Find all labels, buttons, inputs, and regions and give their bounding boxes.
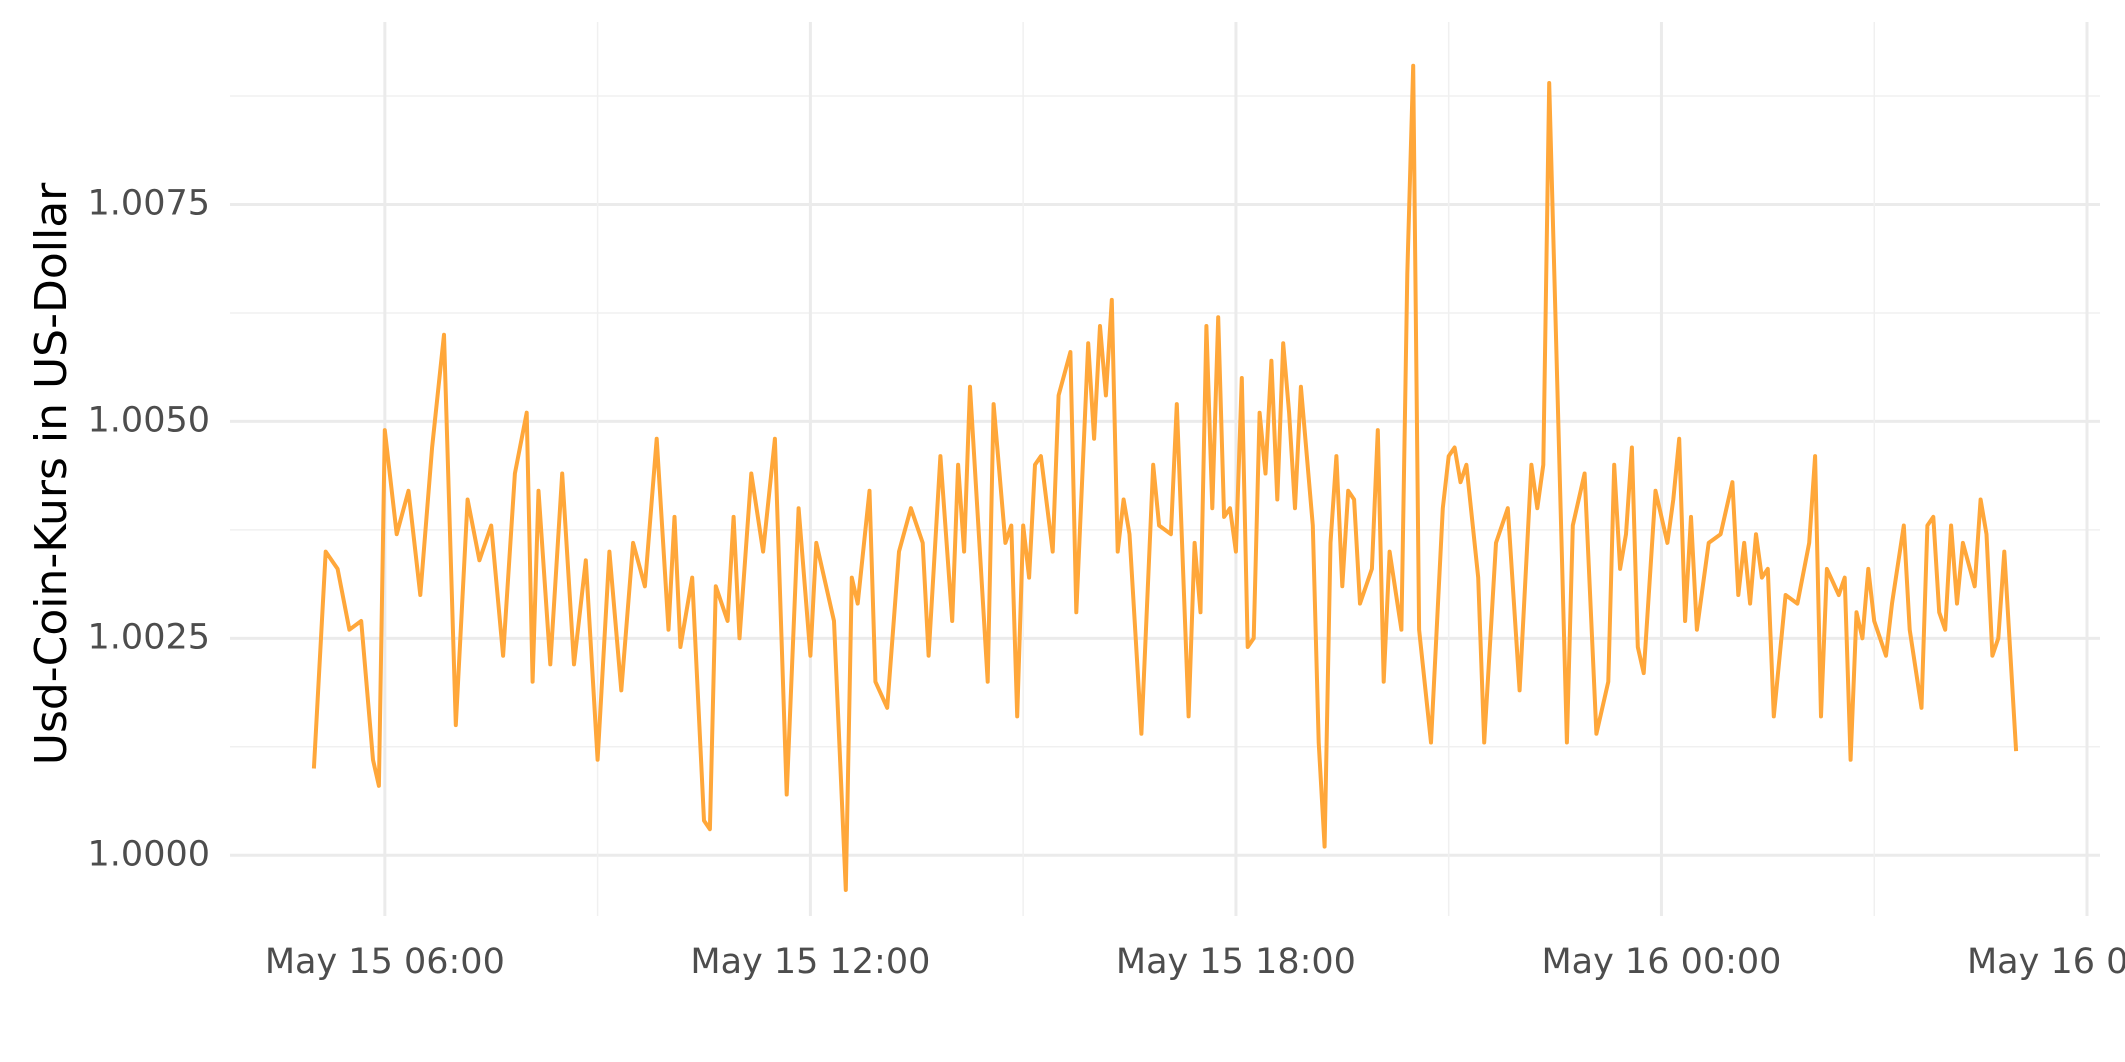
x-tick-label: May 15 18:00	[1116, 942, 1356, 982]
x-tick-label: May 15 06:00	[265, 942, 505, 982]
y-axis-label: Usd-Coin-Kurs in US-Dollar	[26, 182, 77, 765]
y-tick-label: 1.0075	[88, 184, 210, 224]
y-tick-label: 1.0000	[88, 834, 210, 874]
y-tick-label: 1.0050	[88, 400, 210, 440]
x-tick-label: May 15 12:00	[690, 942, 930, 982]
line-series	[311, 63, 2019, 892]
x-tick-label: May 16 00:00	[1541, 942, 1781, 982]
y-tick-label: 1.0025	[88, 617, 210, 657]
x-tick-label: May 16 06:00	[1967, 942, 2125, 982]
grid	[230, 22, 2100, 916]
